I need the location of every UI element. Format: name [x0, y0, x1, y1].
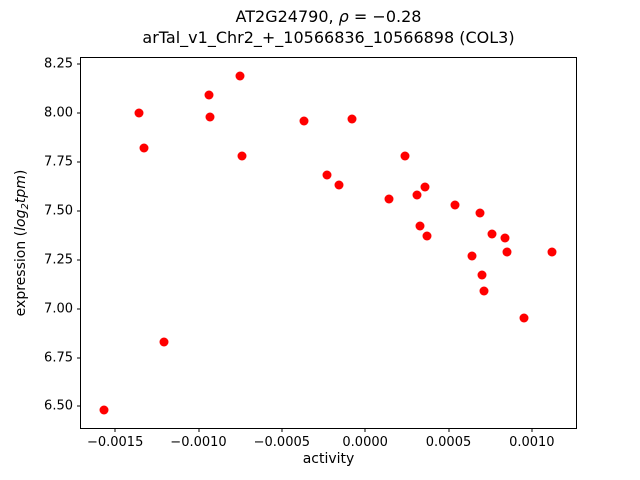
y-tick-label: 6.50: [44, 398, 73, 414]
x-tick-label: −0.0010: [170, 435, 227, 450]
scatter-point: [502, 247, 512, 257]
y-tick-label: 7.25: [44, 252, 73, 268]
ylabel-log: log: [13, 209, 29, 231]
y-tick-mark: [77, 210, 81, 212]
x-tick-mark: [364, 428, 366, 432]
title-correlation-text: = −0.28: [348, 7, 422, 26]
scatter-point: [99, 405, 108, 415]
ylabel-log-subscript: 2: [20, 203, 31, 210]
x-tick-label: 0.0005: [425, 435, 472, 450]
y-tick-label: 7.75: [44, 154, 73, 170]
plot-area: −0.0015 −0.0010 −0.0005 0.0000 0.0005 0.0010 6…: [44, 56, 577, 450]
ylabel-suffix: ): [13, 169, 29, 176]
x-tick-label: 0.0010: [509, 435, 555, 450]
y-tick-label: 7.50: [44, 203, 73, 219]
scatter-point: [159, 337, 168, 347]
y-tick-label: 7.00: [44, 301, 73, 317]
y-tick-mark: [77, 112, 81, 114]
x-tick-label: −0.0015: [86, 435, 144, 450]
x-axis-label: activity: [302, 451, 355, 467]
x-tick-mark: [198, 428, 199, 432]
y-tick-label: 6.75: [44, 350, 73, 366]
scatter-point: [420, 182, 430, 192]
y-tick-mark: [77, 405, 81, 407]
y-tick-mark: [77, 259, 81, 261]
scatter-point: [547, 247, 557, 257]
x-tick-mark: [448, 428, 449, 432]
chart-title-line2: arTal_v1_Chr2_+_10566836_10566898 (COL3): [142, 28, 515, 47]
scatter-point: [205, 112, 215, 122]
scatter-point: [422, 231, 432, 241]
scatter-point: [322, 170, 332, 180]
scatter-point: [487, 229, 497, 239]
scatter-point: [334, 180, 343, 190]
scatter-point: [134, 108, 143, 118]
scatter-point: [500, 233, 510, 243]
scatter-point: [415, 221, 425, 231]
scatter-point: [467, 251, 477, 261]
ylabel-tpm: tpm: [13, 175, 29, 204]
x-tick-mark: [114, 428, 116, 432]
scatter-point: [450, 200, 460, 210]
y-tick-label: 8.00: [44, 105, 73, 121]
chart-title: AT2G24790, ρ = −0.28 arTal_v1_Chr2_+_105…: [80, 6, 577, 48]
scatter-point: [475, 208, 485, 218]
y-tick-mark: [77, 161, 81, 163]
scatter-point: [479, 286, 488, 296]
scatter-point: [412, 190, 422, 200]
scatter-point: [139, 143, 148, 153]
scatter-point: [299, 116, 308, 126]
scatter-point: [384, 194, 393, 204]
y-axis-label: expression (log2tpm): [13, 170, 31, 317]
y-tick-mark: [77, 357, 81, 359]
title-gene-text: AT2G24790,: [235, 7, 339, 26]
scatter-point: [204, 90, 213, 100]
x-tick-label: −0.0005: [253, 435, 311, 450]
scatter-point: [519, 313, 528, 323]
scatter-point: [400, 151, 410, 161]
x-tick-mark: [281, 428, 283, 432]
y-tick-label: 8.25: [44, 56, 73, 72]
chart-title-line1: AT2G24790, ρ = −0.28: [80, 6, 577, 27]
x-tick-mark: [531, 428, 533, 432]
scatter-point: [347, 114, 357, 124]
y-tick-mark: [77, 63, 81, 65]
y-tick-mark: [77, 308, 81, 310]
x-tick-label: 0.0000: [342, 435, 388, 450]
scatter-point: [235, 71, 245, 81]
rho-symbol: ρ: [338, 7, 349, 26]
ylabel-prefix: expression (: [13, 230, 29, 317]
scatter-point: [477, 270, 487, 280]
scatter-point: [237, 151, 247, 161]
